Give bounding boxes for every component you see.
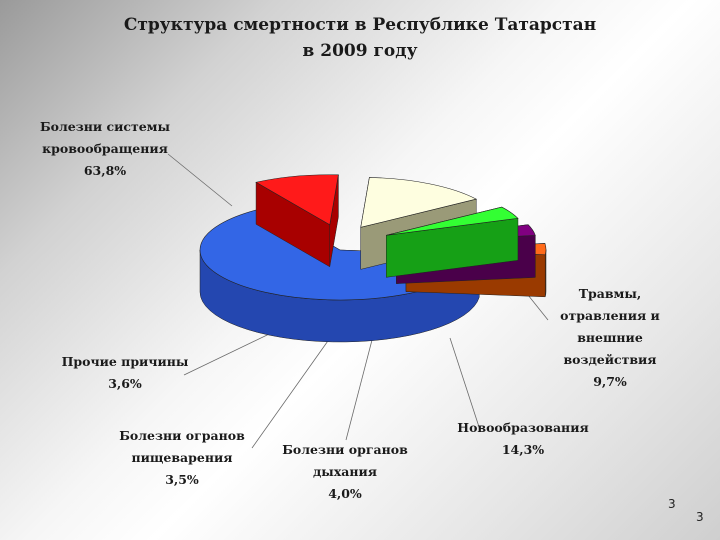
slice-label-circulatory-line-1: Болезни системы	[39, 119, 171, 134]
slice-label-injuries-line-4: воздействия	[563, 352, 657, 367]
slice-label-circulatory: Болезни системы кровообращения 63,8%	[30, 116, 180, 182]
slice-label-injuries-line-2: отравления и	[560, 308, 660, 323]
slice-value-respiratory: 4,0%	[328, 486, 362, 501]
slice-label-injuries: Травмы, отравления и внешние воздействия…	[550, 283, 670, 393]
slice-label-neoplasms-line-1: Новообразования	[457, 420, 589, 435]
slice-label-digestive-line-1: Болезни огранов	[119, 428, 245, 443]
slice-value-neoplasms: 14,3%	[501, 442, 545, 457]
slice-label-circulatory-line-2: кровообращения	[42, 141, 168, 156]
slice-label-injuries-line-1: Травмы,	[578, 286, 642, 301]
slice-label-respiratory-line-1: Болезни органов	[282, 442, 408, 457]
chart-title: Структура смертности в Республике Татарс…	[0, 12, 720, 64]
leader-line-digestive	[251, 337, 331, 449]
leader-line-neoplasms	[449, 337, 481, 431]
pie-slice-top-neoplasms	[360, 177, 478, 228]
pie-slice-respiratory	[386, 206, 519, 278]
chart-title-line-1: Структура смертности в Республике Татарс…	[123, 15, 597, 35]
slice-value-digestive: 3,5%	[165, 472, 199, 487]
slice-label-respiratory: Болезни органов дыхания 4,0%	[275, 439, 415, 505]
leader-line-circulatory	[167, 153, 233, 207]
page-number-inner: 3	[668, 497, 676, 511]
page-number: 3	[696, 510, 704, 524]
slice-value-injuries: 9,7%	[593, 374, 627, 389]
slice-value-other: 3,6%	[108, 376, 142, 391]
slice-label-neoplasms: Новообразования 14,3%	[448, 417, 598, 461]
slice-label-respiratory-line-2: дыхания	[312, 464, 378, 479]
slice-label-injuries-line-3: внешние	[577, 330, 643, 345]
pie-slice-top-injuries	[255, 174, 339, 226]
chart-title-line-2: в 2009 году	[302, 41, 418, 61]
slice-label-digestive-line-2: пищеварения	[131, 450, 233, 465]
slice-label-other-line-1: Прочие причины	[61, 354, 189, 369]
slice-label-digestive: Болезни огранов пищеварения 3,5%	[112, 425, 252, 491]
pie-slice-injuries	[255, 174, 339, 268]
pie-slice-rim-other-0	[544, 249, 547, 297]
pie-slice-top-respiratory	[386, 206, 519, 236]
leader-line-respiratory	[345, 339, 373, 441]
slice-label-other: Прочие причины 3,6%	[55, 351, 195, 395]
slice-value-circulatory: 63,8%	[83, 163, 127, 178]
